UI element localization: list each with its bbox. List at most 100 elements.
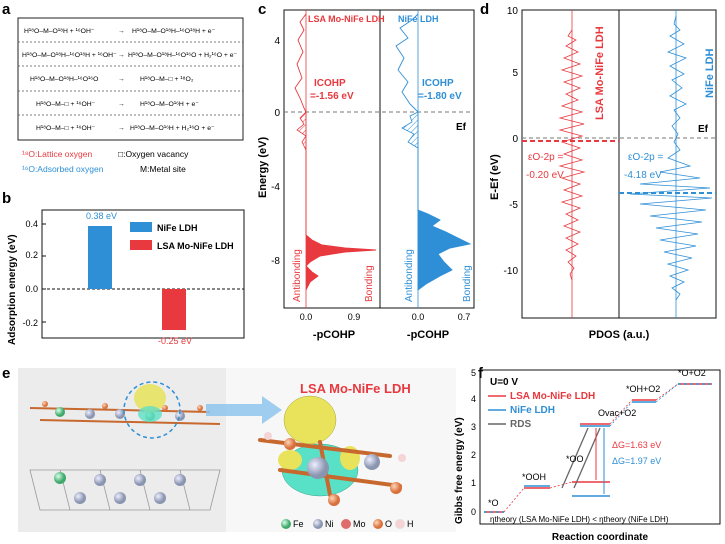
- d-right-title: NiFe LDH: [704, 48, 716, 98]
- c-ytick-3: -4: [271, 182, 280, 193]
- c-ytick-1: 4: [274, 36, 280, 47]
- f-dg1: ΔG=1.63 eV: [612, 440, 661, 450]
- d-eps-right-value: -4.18 eV: [624, 170, 662, 181]
- reaction-1-lhs: H¹⁸O–M–O¹⁸H + ¹⁶OH⁻: [24, 28, 95, 35]
- f-legend-rds: RDS: [510, 419, 531, 430]
- panel-letter-c: c: [258, 1, 266, 18]
- c-left-bonding: Bonding: [364, 265, 375, 302]
- c-ytick-2: 0: [274, 108, 280, 119]
- f-ytick-5: 5: [471, 368, 476, 378]
- reaction-5-lhs: H¹⁸O–M–□ + ¹⁶OH⁻: [36, 125, 96, 132]
- bar-label-mo-nife: -0.25 eV: [158, 336, 192, 346]
- c-right-antibonding: Antibonding: [404, 249, 415, 302]
- d-ytick-3: 0: [512, 134, 518, 145]
- legend-oxygen-vacancy: □:Oxygen vacancy: [118, 149, 189, 159]
- reaction-1-rhs: H¹⁸O–M–O¹⁸H–¹⁶O¹⁸H + e⁻: [132, 28, 216, 35]
- f-state-o: *O: [488, 498, 499, 508]
- f-dg2: ΔG=1.97 eV: [612, 456, 661, 466]
- f-state-o2: *O+O2: [678, 368, 706, 378]
- d-ytick-2: 5: [512, 68, 518, 79]
- svg-text:→: →: [118, 76, 125, 83]
- f-state-ooh: *OOH: [522, 472, 546, 482]
- e-legend-o: O: [385, 519, 392, 529]
- reaction-2-lhs: H¹⁸O–M–O¹⁸H–¹⁶O¹⁸H + ¹⁶OH⁻: [22, 52, 117, 59]
- panel-b: 0.4 0.2 0.0 -0.2 Adsorption energy (eV) …: [7, 209, 245, 346]
- svg-text:→: →: [118, 28, 125, 35]
- b-ytick-4: -0.2: [22, 318, 38, 328]
- f-legend-nife: NiFe LDH: [510, 405, 555, 416]
- d-eps-left-value: -0.20 eV: [526, 170, 564, 181]
- panel-letter-f: f: [478, 365, 484, 382]
- b-ytick-1: 0.4: [25, 219, 38, 229]
- b-ylabel: Adsorption energy (eV): [7, 234, 18, 345]
- reaction-4-lhs: H¹⁸O–M–□ + ¹⁶OH⁻: [36, 101, 96, 108]
- reaction-3-lhs: H¹⁸O–M–O¹⁸H–¹⁶O¹⁶O: [30, 76, 98, 83]
- c-right-title: NiFe LDH: [398, 14, 439, 24]
- panel-letter-a: a: [2, 1, 11, 18]
- reaction-5-rhs: H¹⁸O–M–O¹⁶H + H₂¹⁶O + e⁻: [130, 125, 215, 132]
- panel-letter-b: b: [2, 190, 11, 207]
- f-ytick-1: 1: [471, 478, 476, 488]
- d-xlabel: PDOS (a.u.): [589, 329, 650, 341]
- e-legend-ni: Ni: [325, 519, 334, 529]
- c-left-title: LSA Mo-NiFe LDH: [308, 14, 385, 24]
- b-ytick-3: 0.0: [25, 284, 38, 294]
- c-xlabel-left: -pCOHP: [313, 329, 355, 341]
- c-left-icohp: ICOHP: [314, 78, 346, 89]
- d-ylabel: E-Ef (eV): [489, 154, 501, 200]
- f-ytick-0: 0: [471, 507, 476, 517]
- d-ytick-5: -10: [504, 266, 519, 277]
- panel-letter-d: d: [480, 1, 489, 18]
- f-condition: U=0 V: [490, 377, 518, 388]
- e-legend-mo: Mo: [353, 519, 366, 529]
- d-left-title: LSA Mo-NiFe LDH: [594, 26, 606, 120]
- b-legend-mo-nife: LSA Mo-NiFe LDH: [157, 241, 234, 251]
- f-xlabel: Reaction coordinate: [552, 532, 649, 543]
- e-legend-h: H: [407, 519, 414, 529]
- f-footnote: ηtheory (LSA Mo-NiFe LDH) < ηtheory (NiF…: [490, 515, 669, 524]
- d-ef-label: Ef: [698, 124, 709, 135]
- legend-adsorbed-oxygen: ¹⁶O:Adsorbed oxygen: [22, 164, 104, 174]
- bar-label-nife: 0.38 eV: [86, 211, 117, 221]
- f-state-oo: *OO: [566, 454, 584, 464]
- panel-f: 5 4 3 2 1 0 Gibbs free energy (eV) U=0 V…: [454, 368, 721, 543]
- c-xtick-l1: 0.9: [348, 312, 361, 322]
- b-ytick-2: 0.2: [25, 250, 38, 260]
- svg-text:→: →: [118, 101, 125, 108]
- svg-text:→: →: [118, 52, 125, 59]
- c-right-icohp: ICOHP: [422, 78, 454, 89]
- f-ytick-2: 2: [471, 450, 476, 460]
- c-xlabel-right: -pCOHP: [407, 329, 449, 341]
- legend-metal-site: M:Metal site: [140, 164, 186, 174]
- f-ytick-3: 3: [471, 422, 476, 432]
- c-ef-label: Ef: [456, 122, 467, 133]
- d-eps-left: εO-2p =: [528, 152, 563, 163]
- reaction-2-rhs: H¹⁸O–M–O¹⁸H–¹⁶O¹⁶O + H₂¹⁶O + e⁻: [128, 52, 238, 59]
- panel-a: H¹⁸O–M–O¹⁸H + ¹⁶OH⁻ → H¹⁸O–M–O¹⁸H–¹⁶O¹⁸H…: [17, 17, 244, 174]
- c-ylabel: Energy (eV): [257, 137, 269, 198]
- d-eps-right: εO-2p =: [628, 152, 663, 163]
- panel-c: 4 0 -4 -8 Energy (eV) LSA Mo-NiFe LDH Ni…: [257, 9, 475, 341]
- c-left-icohp-value: =-1.56 eV: [310, 91, 354, 102]
- panel-d: 10 5 0 -5 -10 E-Ef (eV) LSA Mo-NiFe LDH …: [489, 6, 717, 341]
- c-right-bonding: Bonding: [462, 265, 473, 302]
- c-right-icohp-value: =-1.80 eV: [418, 91, 462, 102]
- reaction-3-rhs: H¹⁸O–M–□ + ¹⁸O₂: [140, 76, 194, 83]
- d-ytick-4: -5: [509, 200, 518, 211]
- f-state-ovac: Ovac+O2: [598, 408, 636, 418]
- reaction-rows: H¹⁸O–M–O¹⁸H + ¹⁶OH⁻ → H¹⁸O–M–O¹⁸H–¹⁶O¹⁸H…: [22, 28, 238, 132]
- f-ylabel: Gibbs free energy (eV): [454, 417, 465, 524]
- panel-e: LSA Mo-NiFe LDH Fe Ni Mo O H: [18, 368, 456, 532]
- f-ytick-4: 4: [471, 394, 476, 404]
- svg-text:→: →: [118, 125, 125, 132]
- c-xtick-r1: 0.7: [458, 312, 471, 322]
- c-xtick-l0: 0.0: [300, 312, 313, 322]
- f-state-oh: *OH+O2: [626, 384, 660, 394]
- c-xtick-r0: 0.0: [412, 312, 425, 322]
- e-legend-fe: Fe: [293, 519, 304, 529]
- bar-mo-nife: [162, 289, 186, 330]
- panel-letter-e: e: [2, 365, 10, 382]
- legend-lattice-oxygen: ¹⁸O:Lattice oxygen: [22, 149, 92, 159]
- c-left-antibonding: Antibonding: [292, 249, 303, 302]
